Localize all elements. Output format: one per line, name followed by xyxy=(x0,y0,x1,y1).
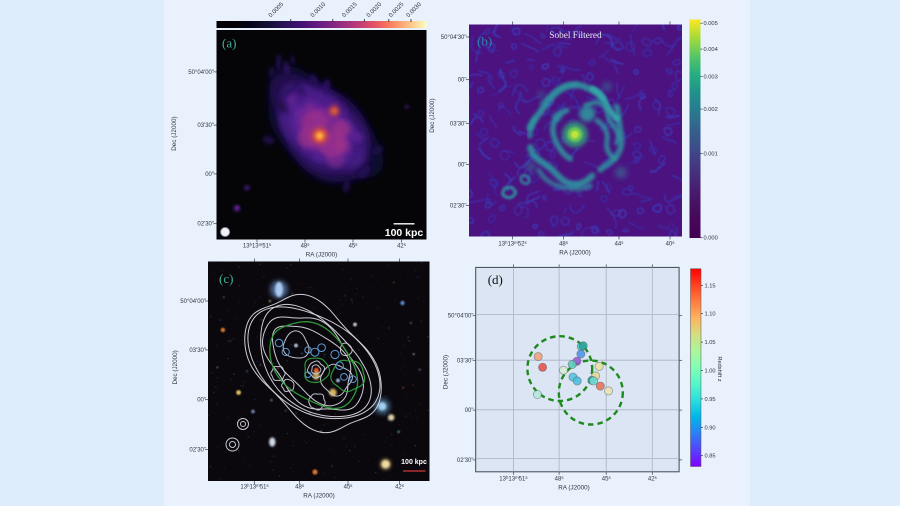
svg-text:Dec (J2000): Dec (J2000) xyxy=(171,116,178,150)
svg-text:48s: 48s xyxy=(555,475,564,483)
svg-text:02'30": 02'30" xyxy=(450,204,467,210)
svg-text:42s: 42s xyxy=(395,483,404,491)
svg-text:13h13m51s: 13h13m51s xyxy=(240,483,268,491)
svg-text:50°04'00": 50°04'00" xyxy=(180,299,206,305)
svg-text:03'30": 03'30" xyxy=(450,121,467,127)
svg-text:0.000: 0.000 xyxy=(704,236,718,242)
svg-text:1.10: 1.10 xyxy=(705,312,716,318)
svg-text:0.004: 0.004 xyxy=(704,47,718,53)
svg-text:50°04'30": 50°04'30" xyxy=(441,35,467,41)
svg-text:Dec (J2000): Dec (J2000) xyxy=(172,350,179,384)
svg-text:0.002: 0.002 xyxy=(704,107,718,113)
svg-text:42s: 42s xyxy=(397,242,406,250)
svg-text:0.95: 0.95 xyxy=(705,397,716,403)
svg-text:45s: 45s xyxy=(349,242,358,250)
svg-text:Redshift z: Redshift z xyxy=(716,356,722,381)
svg-text:0.90: 0.90 xyxy=(705,425,716,431)
svg-text:1.05: 1.05 xyxy=(705,340,716,346)
svg-text:100 kpc: 100 kpc xyxy=(385,227,424,239)
svg-text:0.005: 0.005 xyxy=(704,21,718,27)
svg-text:50°04'00": 50°04'00" xyxy=(448,314,474,320)
svg-text:42s: 42s xyxy=(648,475,657,483)
svg-text:03'30": 03'30" xyxy=(189,348,206,354)
svg-text:13h13m51s: 13h13m51s xyxy=(499,475,527,483)
svg-text:03'30": 03'30" xyxy=(457,358,474,364)
svg-text:00": 00" xyxy=(197,398,206,404)
svg-text:44s: 44s xyxy=(615,240,624,248)
svg-text:00": 00" xyxy=(458,78,467,84)
svg-text:RA (J2000): RA (J2000) xyxy=(558,485,590,492)
svg-text:Dec (J2000): Dec (J2000) xyxy=(429,98,436,132)
svg-text:45s: 45s xyxy=(344,483,353,491)
svg-text:13h13m51s: 13h13m51s xyxy=(243,242,271,250)
svg-text:(b): (b) xyxy=(477,34,492,49)
svg-text:(d): (d) xyxy=(488,272,503,287)
svg-text:(c): (c) xyxy=(219,271,233,286)
svg-text:00": 00" xyxy=(205,172,214,178)
svg-text:Sobel Filtered: Sobel Filtered xyxy=(549,31,602,41)
svg-text:50°04'00": 50°04'00" xyxy=(188,70,214,76)
svg-text:0.85: 0.85 xyxy=(705,454,716,460)
svg-text:02'30": 02'30" xyxy=(197,222,214,228)
svg-text:48s: 48s xyxy=(559,240,568,248)
svg-text:03'30": 03'30" xyxy=(197,123,214,129)
svg-text:1.00: 1.00 xyxy=(705,369,716,375)
svg-text:00": 00" xyxy=(458,162,467,168)
svg-text:1.15: 1.15 xyxy=(705,283,716,289)
svg-text:Dec (J2000): Dec (J2000) xyxy=(442,355,449,389)
svg-text:100 kpc: 100 kpc xyxy=(401,459,427,466)
svg-text:48s: 48s xyxy=(301,242,310,250)
svg-text:RA (J2000): RA (J2000) xyxy=(303,493,335,500)
svg-text:0.001: 0.001 xyxy=(704,152,718,158)
svg-text:02'30": 02'30" xyxy=(457,458,474,464)
svg-text:RA (J2000): RA (J2000) xyxy=(306,252,338,259)
svg-text:40s: 40s xyxy=(666,240,675,248)
svg-text:0.003: 0.003 xyxy=(704,74,718,80)
svg-text:13h13m52s: 13h13m52s xyxy=(498,240,526,248)
svg-text:00": 00" xyxy=(465,408,474,414)
svg-text:02'30": 02'30" xyxy=(189,448,206,454)
svg-text:48s: 48s xyxy=(295,483,304,491)
svg-text:(a): (a) xyxy=(222,36,236,51)
svg-text:45s: 45s xyxy=(602,475,611,483)
svg-text:RA (J2000): RA (J2000) xyxy=(559,250,591,257)
